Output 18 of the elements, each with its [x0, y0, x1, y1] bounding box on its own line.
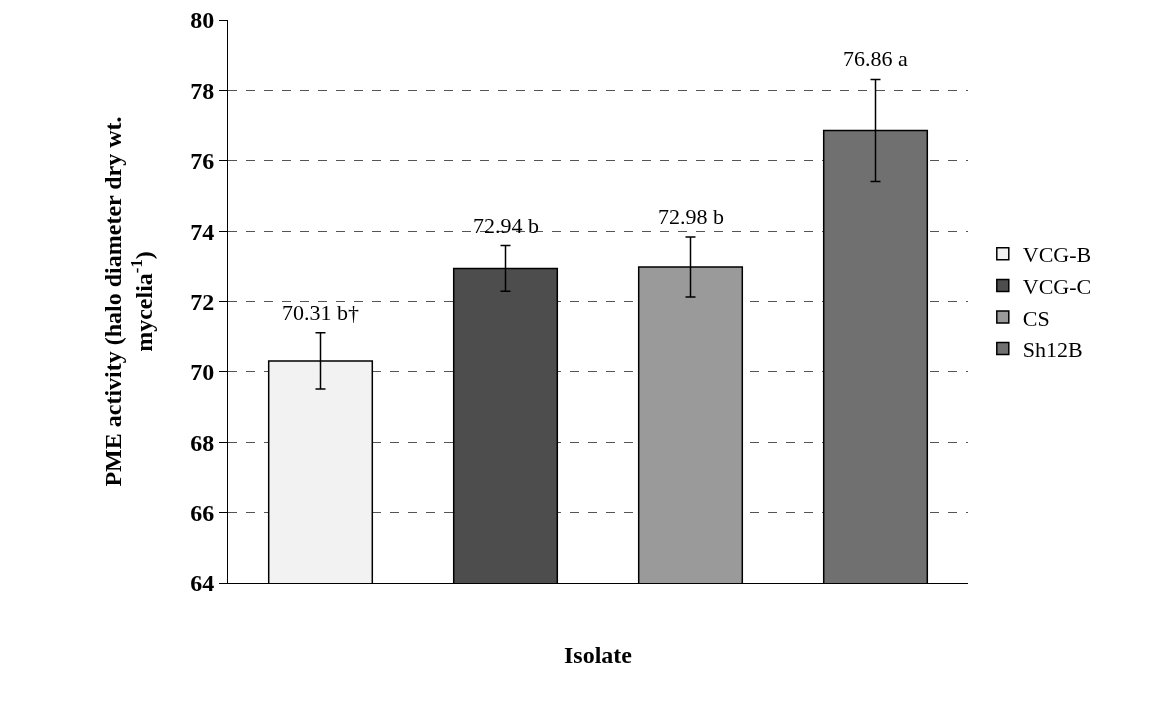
- y-tick-label: 78: [190, 77, 215, 104]
- y-tick-label: 68: [190, 429, 215, 456]
- legend-label: Sh12B: [1022, 337, 1083, 363]
- y-tick-label: 72: [190, 288, 215, 315]
- y-tick-label: 74: [190, 218, 215, 245]
- x-axis-title: Isolate: [564, 641, 633, 668]
- legend-label: VCG-C: [1022, 273, 1092, 299]
- data-label: 72.94 b: [473, 213, 539, 238]
- y-tick-label: 64: [190, 570, 215, 597]
- y-tick-label: 70: [190, 359, 215, 386]
- data-label: 76.86 a: [843, 46, 908, 71]
- y-tick-label: 66: [190, 500, 215, 527]
- data-label: 72.98 b: [658, 204, 724, 229]
- y-tick-label: 80: [190, 7, 215, 34]
- legend-label: CS: [1022, 305, 1050, 331]
- data-label: 70.31 b†: [282, 300, 359, 325]
- legend-label: VCG-B: [1022, 242, 1092, 268]
- y-tick-label: 76: [190, 148, 215, 175]
